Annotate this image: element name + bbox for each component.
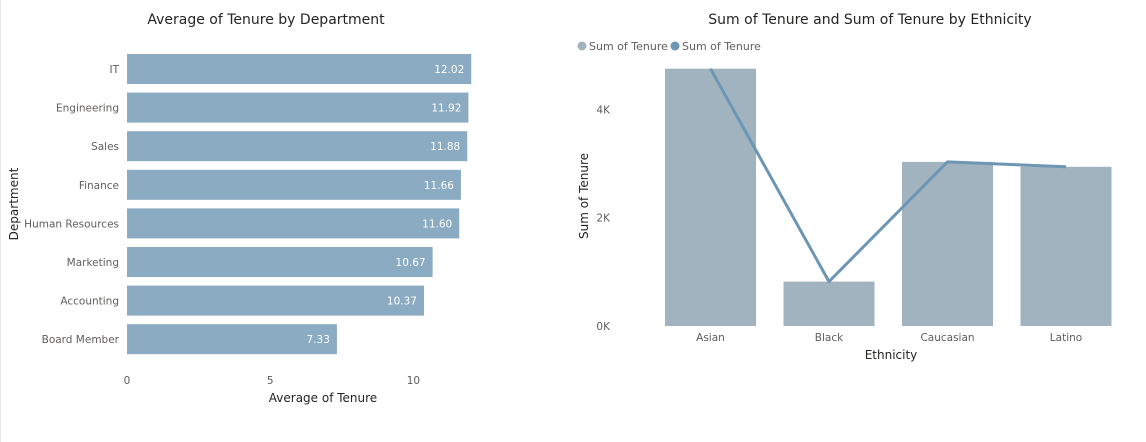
- x-tick-label: Latino: [1050, 332, 1082, 344]
- x-tick-label: Caucasian: [920, 332, 974, 344]
- bar[interactable]: [127, 92, 469, 123]
- category-label: Marketing: [67, 257, 119, 269]
- y-axis-title: Department: [7, 167, 21, 240]
- y-tick-label: 4K: [596, 104, 611, 116]
- legend-label[interactable]: Sum of Tenure: [682, 40, 761, 53]
- legend-marker: [577, 41, 587, 51]
- data-label: 11.88: [430, 141, 460, 153]
- category-label: Sales: [91, 141, 119, 153]
- tenure-by-ethnicity-chart: Sum of Tenure and Sum of Tenure by Ethni…: [560, 0, 1146, 442]
- x-axis-title: Average of Tenure: [269, 391, 377, 405]
- x-tick-label: Asian: [696, 332, 725, 344]
- bar[interactable]: [127, 208, 460, 239]
- category-label: Finance: [79, 180, 119, 192]
- x-axis-title: Ethnicity: [865, 348, 918, 362]
- tenure-by-department-svg: Average of Tenure by Department Departme…: [7, 12, 472, 405]
- x-tick-label: Black: [815, 332, 844, 344]
- bar[interactable]: [127, 54, 472, 84]
- chart-title: Average of Tenure by Department: [147, 12, 385, 28]
- data-label: 11.60: [422, 218, 452, 230]
- category-label: IT: [109, 64, 119, 76]
- category-label: Engineering: [56, 103, 119, 115]
- tenure-by-department-chart: Average of Tenure by Department Departme…: [0, 0, 560, 442]
- x-tick-label: 10: [407, 375, 420, 387]
- bar[interactable]: [127, 169, 461, 200]
- bar[interactable]: [902, 161, 993, 326]
- data-label: 10.37: [387, 296, 417, 308]
- x-tick-label: 0: [124, 375, 131, 387]
- y-tick-label: 2K: [596, 213, 611, 225]
- tenure-by-ethnicity-svg: Sum of Tenure and Sum of Tenure by Ethni…: [577, 12, 1112, 362]
- frame-border: [0, 0, 1, 442]
- legend-marker: [670, 41, 680, 51]
- bar[interactable]: [127, 131, 468, 162]
- category-label: Board Member: [42, 334, 120, 346]
- data-label: 10.67: [396, 257, 426, 269]
- x-tick-label: 5: [267, 375, 274, 387]
- category-label: Accounting: [60, 296, 119, 308]
- bar[interactable]: [1020, 166, 1112, 326]
- y-axis-title: Sum of Tenure: [577, 153, 591, 239]
- y-tick-label: 0K: [596, 321, 611, 333]
- line-series[interactable]: [709, 67, 1067, 284]
- legend: Sum of Tenure Sum of Tenure: [577, 40, 761, 53]
- data-label: 12.02: [434, 64, 464, 76]
- data-label: 11.92: [431, 103, 461, 115]
- data-label: 11.66: [424, 180, 454, 192]
- bar[interactable]: [127, 324, 337, 355]
- bar[interactable]: [127, 285, 424, 316]
- data-label: 7.33: [307, 334, 330, 346]
- bar[interactable]: [665, 68, 756, 326]
- bar[interactable]: [783, 281, 875, 326]
- legend-label[interactable]: Sum of Tenure: [589, 40, 668, 53]
- bar[interactable]: [127, 247, 433, 277]
- chart-title: Sum of Tenure and Sum of Tenure by Ethni…: [708, 12, 1031, 28]
- category-label: Human Resources: [24, 218, 119, 230]
